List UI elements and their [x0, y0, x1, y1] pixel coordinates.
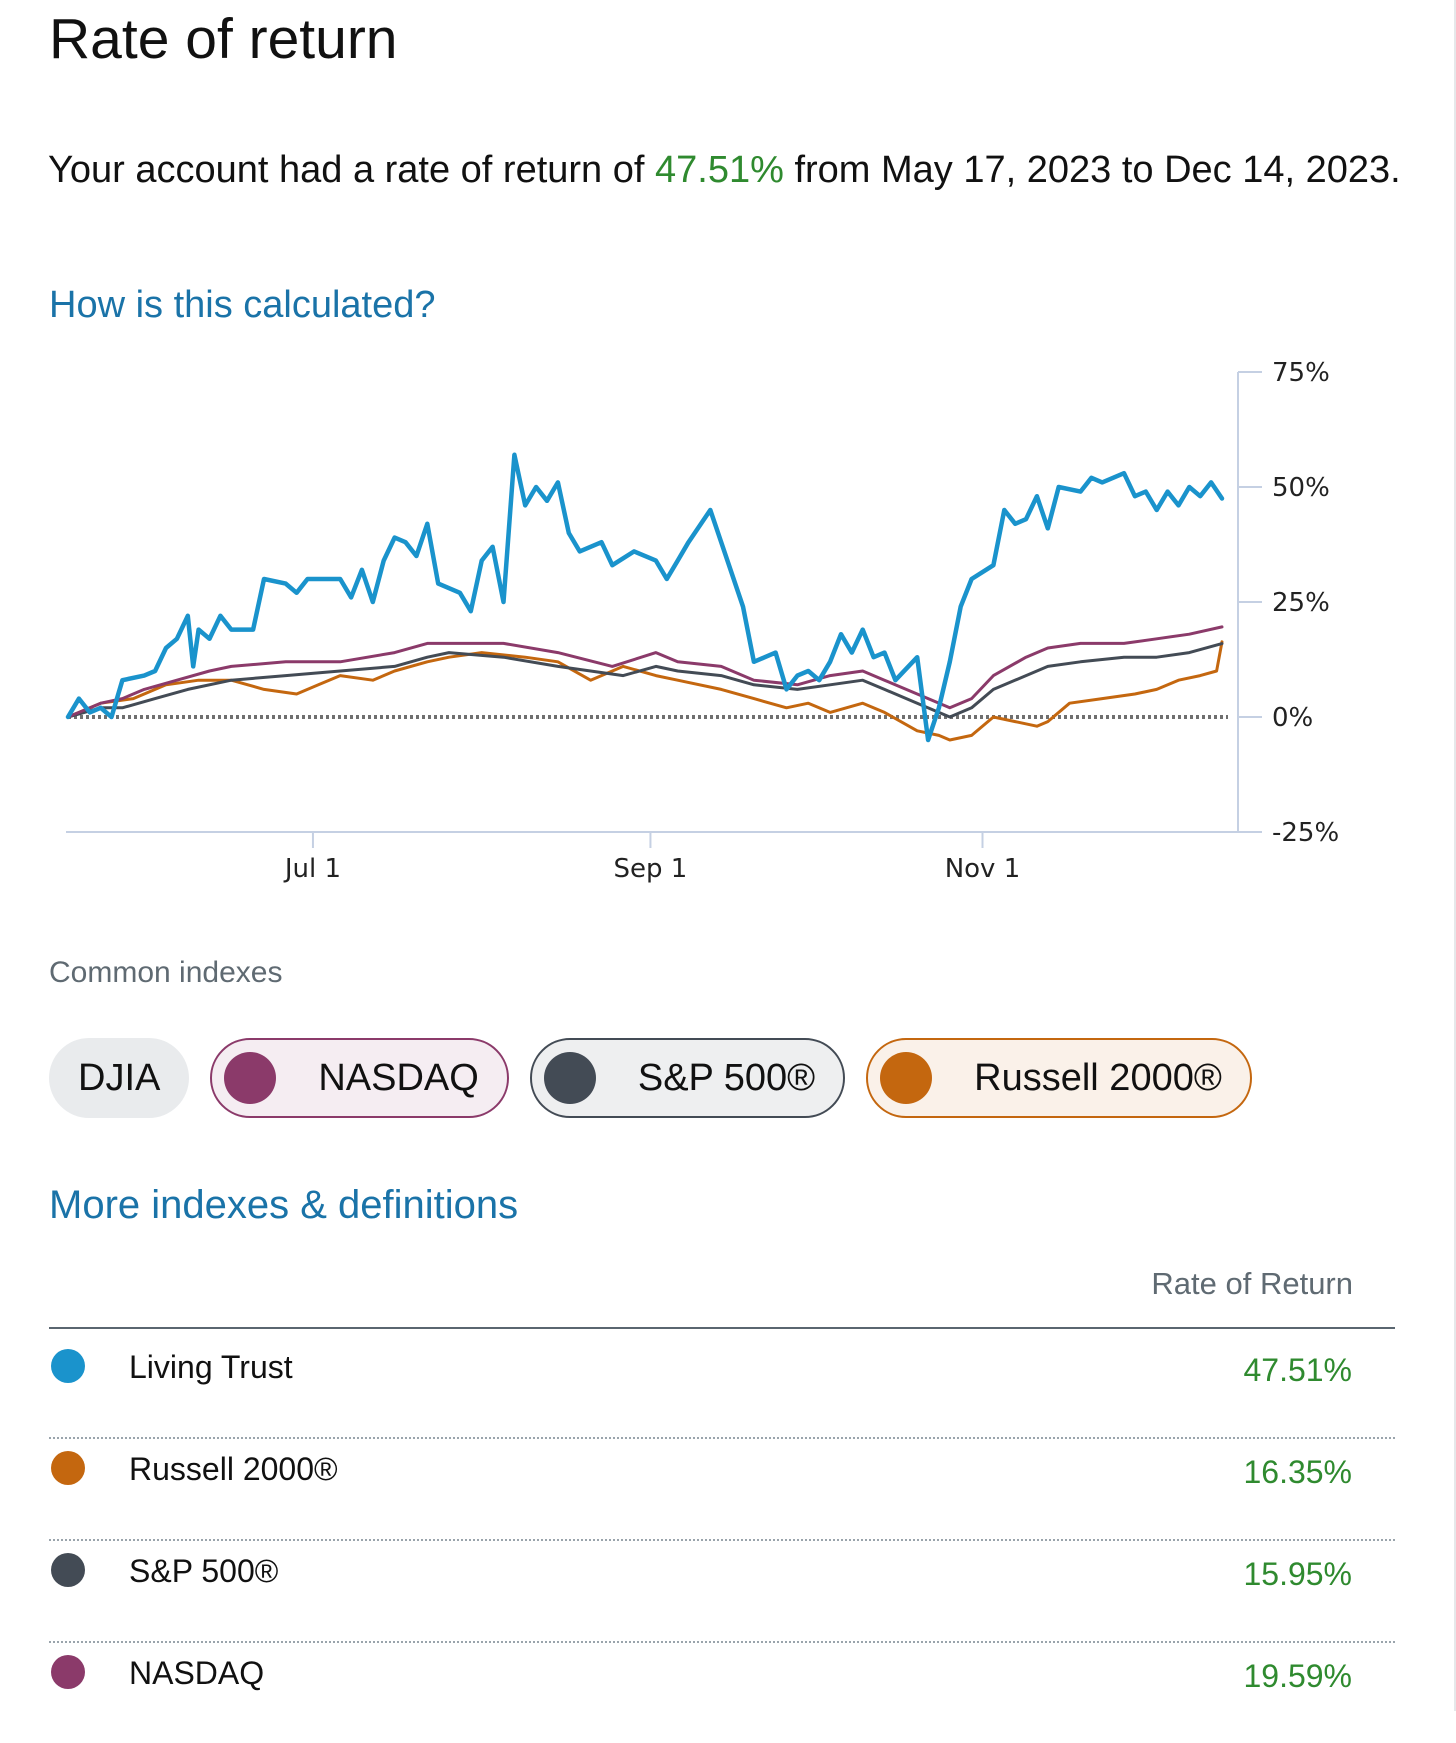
chip-nasdaq[interactable]: NASDAQ	[210, 1038, 509, 1118]
series-color-dot	[51, 1349, 85, 1383]
row-name: Living Trust	[129, 1349, 293, 1385]
table-row-nasdaq: NASDAQ 19.59%	[49, 1641, 1395, 1743]
chip-russell-2000-label: Russell 2000®	[974, 1056, 1222, 1099]
x-tick-label: Jul 1	[283, 854, 341, 884]
summary-suffix: from May 17, 2023 to Dec 14, 2023.	[783, 149, 1401, 191]
common-indexes-label: Common indexes	[49, 956, 283, 989]
series-color-dot	[51, 1451, 85, 1485]
chip-sp500-dot	[543, 1052, 596, 1104]
table-row-living-trust: Living Trust 47.51%	[49, 1335, 1395, 1439]
series-color-dot	[51, 1553, 85, 1587]
chip-russell-2000[interactable]: Russell 2000®	[866, 1038, 1252, 1118]
table-top-divider	[49, 1327, 1395, 1329]
row-value: 19.59%	[1243, 1658, 1352, 1694]
y-tick-label: 75%	[1272, 360, 1330, 388]
rate-of-return-chart: 75% 50% 25% 0% -25% Jul 1 Sep 1 Nov 1	[0, 358, 1456, 900]
summary-rate: 47.51%	[655, 149, 784, 191]
page-right-border	[1454, 0, 1456, 1711]
chip-nasdaq-label: NASDAQ	[318, 1056, 479, 1099]
chip-russell-2000-dot	[880, 1052, 933, 1104]
chart-svg: 75% 50% 25% 0% -25% Jul 1 Sep 1 Nov 1	[65, 358, 1339, 884]
y-tick-label: 0%	[1272, 703, 1313, 733]
chip-djia-label: DJIA	[78, 1056, 161, 1099]
more-indexes-link[interactable]: More indexes & definitions	[49, 1183, 519, 1227]
chip-sp500-label: S&P 500®	[637, 1056, 816, 1099]
chip-nasdaq-dot	[224, 1052, 277, 1104]
row-name: Russell 2000®	[129, 1451, 338, 1487]
rate-of-return-column-header: Rate of Return	[1151, 1266, 1353, 1301]
table-row-sp500: S&P 500® 15.95%	[49, 1539, 1395, 1643]
row-name: S&P 500®	[129, 1553, 279, 1589]
series-line-nasdaq	[66, 625, 1224, 719]
series-line-sp500	[66, 642, 1224, 719]
series-color-dot	[51, 1655, 85, 1689]
summary-prefix: Your account had a rate of return of	[48, 149, 655, 191]
y-tick-label: -25%	[1272, 818, 1339, 848]
y-tick-label: 50%	[1272, 473, 1330, 503]
return-summary: Your account had a rate of return of 47.…	[48, 140, 1428, 200]
row-value: 15.95%	[1243, 1556, 1352, 1592]
table-row-russell-2000: Russell 2000® 16.35%	[49, 1437, 1395, 1541]
x-tick-label: Nov 1	[945, 854, 1021, 884]
page-title: Rate of return	[49, 7, 398, 71]
index-chip-group: DJIA NASDAQ S&P 500® Russell 2000®	[49, 1038, 1252, 1118]
row-value: 47.51%	[1243, 1352, 1352, 1388]
chip-djia[interactable]: DJIA	[49, 1038, 190, 1118]
series-line-living-trust	[65, 452, 1225, 743]
series-line-russell-2000	[66, 640, 1224, 742]
how-calculated-link[interactable]: How is this calculated?	[49, 284, 436, 326]
chip-sp500[interactable]: S&P 500®	[529, 1038, 846, 1118]
y-tick-label: 25%	[1272, 588, 1330, 618]
x-tick-label: Sep 1	[614, 854, 688, 884]
row-value: 16.35%	[1243, 1454, 1352, 1490]
row-name: NASDAQ	[129, 1655, 265, 1691]
